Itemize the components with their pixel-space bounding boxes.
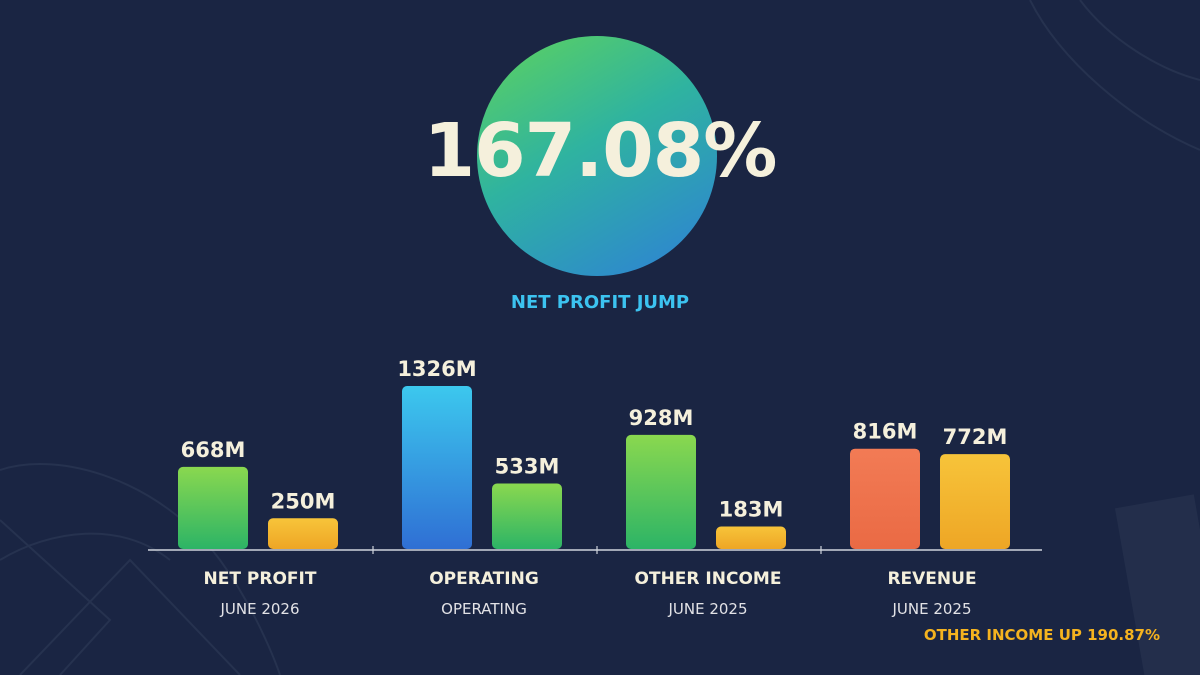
category-sublabel: JUNE 2025 <box>667 600 747 618</box>
bar-value-label: 1326M <box>397 357 476 381</box>
category-sublabel: OPERATING <box>441 600 527 618</box>
bar-value-label: 928M <box>629 406 694 430</box>
category-label: NET PROFIT <box>204 569 317 589</box>
headline-caption: NET PROFIT JUMP <box>510 292 690 313</box>
footnote: OTHER INCOME UP 190.87% <box>923 626 1160 644</box>
category-label: REVENUE <box>887 569 976 589</box>
bar-value-label: 250M <box>271 489 336 513</box>
bar-revenue-1 <box>850 448 920 549</box>
bar-value-label: 183M <box>719 498 784 522</box>
category-label: OPERATING <box>429 569 539 589</box>
bar-net-profit-2 <box>268 518 338 549</box>
category-sublabel: JUNE 2026 <box>219 600 299 618</box>
bar-operating-1 <box>402 386 472 549</box>
headline-circle <box>477 36 717 276</box>
category-sublabel: JUNE 2025 <box>891 600 971 618</box>
bar-other-income-1 <box>626 434 696 549</box>
bar-value-label: 533M <box>495 454 560 478</box>
bar-other-income-2 <box>716 526 786 549</box>
bar-value-label: 668M <box>181 438 246 462</box>
headline-value: 167.08% <box>423 108 778 194</box>
category-label: OTHER INCOME <box>635 569 782 589</box>
bar-value-label: 772M <box>943 425 1008 449</box>
bar-net-profit-1 <box>178 466 248 549</box>
bar-value-label: 816M <box>853 420 918 444</box>
bar-revenue-2 <box>940 454 1010 549</box>
bar-operating-2 <box>492 483 562 549</box>
